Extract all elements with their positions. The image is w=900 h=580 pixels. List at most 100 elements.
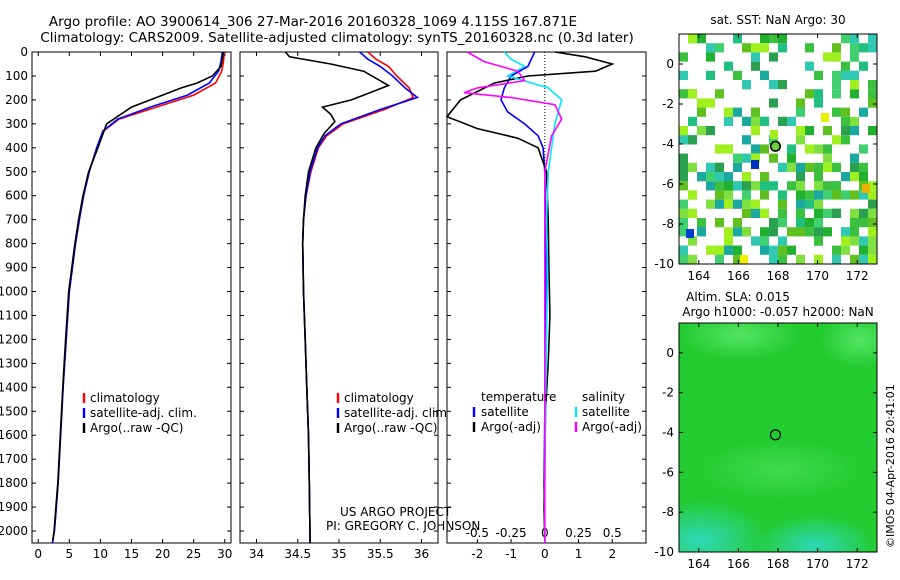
sst-cell (751, 208, 760, 218)
sst-cell (742, 135, 751, 145)
sst-cell (760, 172, 769, 182)
sst-cell (814, 190, 823, 200)
sst-cell (868, 218, 877, 228)
sst-cell (841, 135, 850, 145)
sst-cell (679, 199, 688, 209)
y-tick-label: 1400 (0, 380, 28, 394)
y-tick-label: 1000 (0, 285, 28, 299)
sst-cell (769, 135, 778, 145)
sst-cell (751, 153, 760, 163)
sst-cell (724, 61, 733, 71)
sst-cell (769, 245, 778, 255)
sst-cell (742, 208, 751, 218)
sst-cell (796, 254, 805, 264)
sst-cell (751, 199, 760, 209)
sst-cell (796, 162, 805, 172)
sst-cell (679, 208, 688, 218)
x-tick-label: 34.5 (284, 547, 311, 561)
sst-cell (814, 144, 823, 154)
sst-cell (814, 70, 823, 80)
sst-cell (760, 227, 769, 237)
sst-cell (724, 190, 733, 200)
sst-cell (823, 162, 832, 172)
s-tick-label: 0.5 (603, 526, 622, 540)
sst-cell (868, 190, 877, 200)
sst-cell (733, 107, 742, 117)
legend-entry: Argo(-adj) (481, 420, 541, 434)
y-tick-label: 200 (5, 93, 28, 107)
map-x-tick-label: 168 (767, 269, 790, 283)
sst-cell (742, 199, 751, 209)
sst-cell (706, 172, 715, 182)
sst-cell (715, 172, 724, 182)
series-line (52, 51, 225, 541)
sst-cell (706, 199, 715, 209)
sst-cell (832, 245, 841, 255)
sst-cell (850, 190, 859, 200)
sst-cell (697, 227, 706, 237)
sst-cell (850, 153, 859, 163)
sst-cell (796, 172, 805, 182)
map-x-tick-label: 168 (767, 557, 790, 571)
sst-cell (805, 61, 814, 71)
sst-cell (715, 218, 724, 228)
imos-stamp: ©IMOS 04-Apr-2016 20:41:01 (884, 384, 897, 548)
sst-cell (862, 184, 870, 193)
map-x-tick-label: 164 (687, 269, 710, 283)
y-tick-label: 1200 (0, 332, 28, 346)
y-tick-label: 1900 (0, 500, 28, 514)
sst-cell (832, 89, 841, 99)
map-y-tick-label: -6 (662, 465, 674, 479)
sst-cell (724, 116, 733, 126)
sst-cell (832, 43, 841, 53)
sst-cell (787, 153, 796, 163)
sst-cell (814, 172, 823, 182)
sst-cell (850, 52, 859, 62)
series-line (503, 51, 563, 543)
sst-cell (724, 181, 733, 191)
sst-cell (859, 245, 868, 255)
s-tick-label: -0.5 (466, 526, 489, 540)
sst-cell (859, 254, 868, 264)
sst-cell (769, 98, 778, 108)
sst-cell (770, 130, 778, 139)
sst-cell (733, 227, 742, 237)
sst-cell (832, 181, 841, 191)
sst-cell (760, 116, 769, 126)
sst-cell (724, 236, 733, 246)
sst-cell (850, 218, 859, 228)
y-tick-label: 1800 (0, 476, 28, 490)
sst-cell (868, 245, 877, 255)
sst-map-panel: 164 166 168 170 172 0 -2 -4 -6 -8 -10 (654, 33, 878, 283)
temperature-panel: 0100200300400500600700800900100011001200… (0, 45, 232, 561)
sst-cell (679, 52, 688, 62)
sst-cell (733, 199, 742, 209)
plot-frame (239, 51, 439, 544)
map-x-tick-label: 164 (687, 557, 710, 571)
sst-cell (769, 52, 778, 62)
sst-cell (706, 126, 715, 136)
sst-cell (814, 208, 823, 218)
x-tick-label: 10 (93, 547, 108, 561)
sst-cell (751, 52, 760, 62)
s-tick-label: -0.25 (496, 526, 527, 540)
sst-cell (751, 107, 760, 117)
sst-cell (715, 162, 724, 172)
sst-cell (832, 190, 841, 200)
sst-cell (859, 218, 868, 228)
sst-cell (796, 181, 805, 191)
y-tick-label: 300 (5, 117, 28, 131)
legend-entry: Argo(..raw -QC) (344, 421, 437, 435)
sst-cell (679, 227, 688, 237)
sst-cell (688, 236, 697, 246)
sst-cell (823, 190, 832, 200)
sst-cell (787, 144, 796, 154)
x-tick-label: 30 (217, 547, 232, 561)
sst-cell (859, 172, 868, 182)
sst-cell (841, 107, 850, 117)
sst-cell (796, 98, 805, 108)
sst-cell (715, 181, 724, 191)
sst-cell (769, 227, 778, 237)
series-line (284, 51, 391, 544)
sst-cell (724, 245, 733, 255)
